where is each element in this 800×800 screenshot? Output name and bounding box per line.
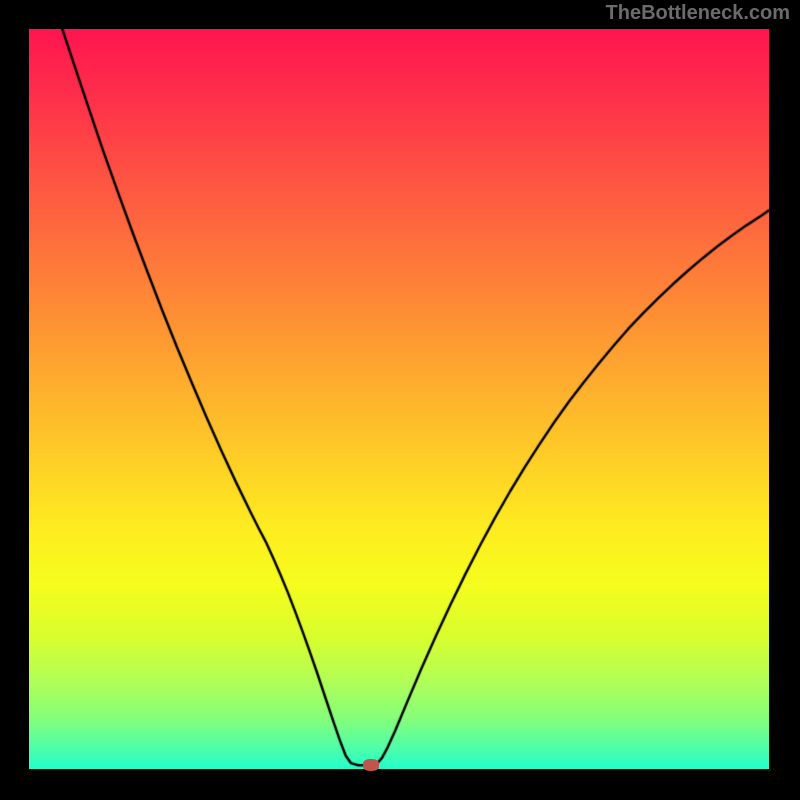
bottleneck-curve bbox=[29, 29, 769, 769]
optimal-point-marker bbox=[363, 759, 379, 771]
watermark-text: TheBottleneck.com bbox=[606, 2, 790, 25]
chart-plot-area bbox=[29, 29, 769, 769]
